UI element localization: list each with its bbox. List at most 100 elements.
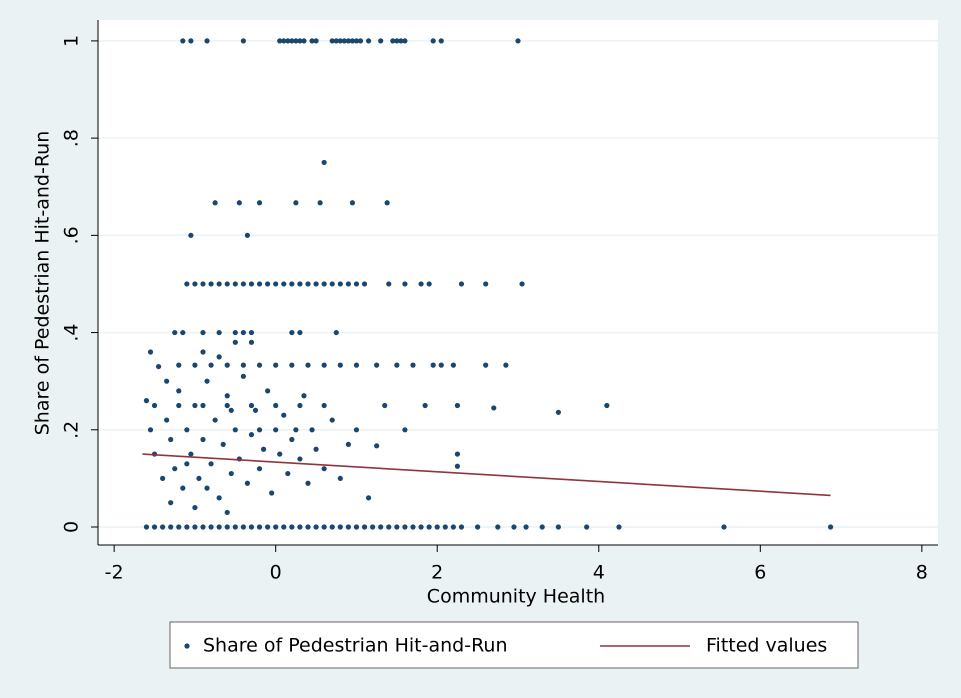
scatter-point <box>160 524 166 530</box>
scatter-point <box>297 456 303 462</box>
scatter-point <box>353 38 360 44</box>
scatter-point <box>208 362 214 368</box>
scatter-point <box>224 402 230 409</box>
scatter-point <box>390 38 396 44</box>
scatter-point <box>200 349 206 355</box>
scatter-point <box>345 441 351 447</box>
scatter-point <box>410 362 416 368</box>
scatter-point <box>426 281 432 287</box>
legend-label: Fitted values <box>706 635 827 657</box>
scatter-point <box>301 38 307 44</box>
scatter-point <box>204 38 210 44</box>
x-tick-label: -2 <box>105 562 124 584</box>
scatter-point <box>184 524 190 530</box>
scatter-point <box>172 329 178 336</box>
scatter-point <box>248 402 255 409</box>
scatter-point <box>168 500 174 506</box>
scatter-point <box>386 281 392 287</box>
scatter-point <box>475 524 481 530</box>
scatter-point <box>260 446 267 452</box>
scatter-point <box>248 281 255 287</box>
scatter-point <box>265 388 271 394</box>
y-tick-label: .6 <box>61 226 83 244</box>
scatter-point <box>192 524 198 530</box>
scatter-point <box>430 362 436 368</box>
scatter-point <box>297 281 303 287</box>
scatter-point <box>228 470 234 477</box>
scatter-point <box>216 495 222 501</box>
scatter-point <box>305 524 311 530</box>
scatter-point <box>212 417 218 423</box>
legend-key <box>184 643 190 649</box>
scatter-point <box>240 373 246 379</box>
scatter-point <box>309 38 315 44</box>
scatter-point <box>155 363 162 370</box>
scatter-point <box>248 524 255 530</box>
scatter-point <box>265 281 271 287</box>
scatter-point <box>721 524 727 530</box>
x-tick-label: 2 <box>431 562 443 584</box>
scatter-point <box>200 281 206 287</box>
scatter-point <box>208 524 214 530</box>
scatter-point <box>147 427 154 433</box>
scatter-point <box>224 524 230 530</box>
scatter-point <box>216 354 222 360</box>
scatter-point <box>273 524 279 530</box>
scatter-point <box>402 281 408 287</box>
scatter-point <box>184 281 190 287</box>
scatter-point <box>224 509 230 516</box>
scatter-point <box>188 451 194 457</box>
y-tick-label: 1 <box>61 35 83 47</box>
scatter-point <box>168 524 174 530</box>
scatter-point <box>248 339 255 345</box>
scatter-point <box>273 362 279 368</box>
plot-region <box>98 20 938 545</box>
scatter-point <box>434 524 440 530</box>
scatter-point <box>164 378 170 384</box>
scatter-point <box>151 402 158 409</box>
scatter-point <box>313 38 319 44</box>
y-tick-label: .4 <box>61 323 83 341</box>
scatter-point <box>454 451 461 457</box>
scatter-point <box>289 329 295 336</box>
scatter-point <box>277 451 283 457</box>
scatter-point <box>289 362 295 368</box>
scatter-point <box>438 38 444 44</box>
scatter-point <box>192 281 198 287</box>
scatter-point <box>180 329 186 336</box>
scatter-point <box>176 362 182 368</box>
scatter-point <box>386 524 392 530</box>
scatter-point <box>256 524 263 530</box>
scatter-point <box>240 281 246 287</box>
scatter-point <box>827 524 834 530</box>
scatter-point <box>333 329 339 336</box>
scatter-point <box>454 463 461 469</box>
scatter-point <box>297 329 303 336</box>
scatter-point <box>337 475 343 482</box>
scatter-point <box>192 402 198 409</box>
scatter-point <box>232 427 238 433</box>
scatter-point <box>353 281 360 287</box>
scatter-point <box>305 480 311 486</box>
scatter-point <box>333 38 339 44</box>
scatter-point <box>232 339 238 345</box>
scatter-point <box>317 200 323 206</box>
scatter-point <box>337 362 343 368</box>
scatter-point <box>232 524 238 530</box>
scatter-point <box>188 232 194 238</box>
scatter-point <box>297 38 303 44</box>
scatter-point <box>394 524 400 530</box>
scatter-point <box>321 362 327 368</box>
scatter-point <box>236 200 242 206</box>
scatter-point <box>337 38 343 44</box>
scatter-point <box>248 432 255 438</box>
scatter-point <box>450 362 456 368</box>
scatter-point <box>277 38 283 44</box>
scatter-point <box>410 524 416 530</box>
scatter-point <box>248 329 255 336</box>
scatter-point <box>151 524 158 530</box>
scatter-point <box>176 388 182 394</box>
scatter-point <box>442 524 448 530</box>
scatter-point <box>285 38 291 44</box>
